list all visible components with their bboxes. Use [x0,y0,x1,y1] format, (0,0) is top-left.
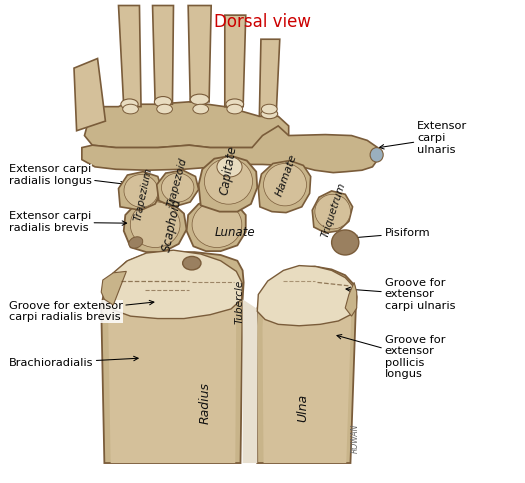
Text: Dorsal view: Dorsal view [214,13,311,31]
Ellipse shape [332,230,359,255]
Text: Radius: Radius [198,382,212,424]
Ellipse shape [370,148,383,162]
Text: Scaphoid: Scaphoid [161,197,184,253]
Ellipse shape [121,99,138,110]
Text: Extensor carpi
radialis brevis: Extensor carpi radialis brevis [8,212,127,233]
Text: Hamate: Hamate [275,153,299,198]
Text: Pisiform: Pisiform [353,228,430,240]
Ellipse shape [129,237,143,248]
Text: Trapezoid: Trapezoid [166,157,189,209]
Polygon shape [262,270,352,463]
Polygon shape [119,5,141,107]
Ellipse shape [157,104,172,114]
Polygon shape [345,283,357,316]
Polygon shape [85,102,289,148]
Text: Groove for
extensor
carpi ulnaris: Groove for extensor carpi ulnaris [346,278,455,311]
Text: Extensor carpi
radialis longus: Extensor carpi radialis longus [8,164,125,186]
Text: ROWAN: ROWAN [351,424,360,453]
Ellipse shape [124,174,158,207]
Text: Groove for
extensor
pollicis
longus: Groove for extensor pollicis longus [337,335,445,380]
Polygon shape [186,199,246,251]
Ellipse shape [261,109,278,119]
Polygon shape [119,171,162,210]
Ellipse shape [192,202,242,247]
Polygon shape [198,156,257,212]
Text: Tubercle: Tubercle [235,280,245,324]
Text: Triquetrum: Triquetrum [320,181,347,239]
Ellipse shape [264,163,307,206]
Polygon shape [225,15,246,107]
Ellipse shape [227,104,243,114]
Polygon shape [312,191,353,233]
Polygon shape [259,39,280,116]
Polygon shape [104,250,243,319]
Ellipse shape [261,104,277,114]
Polygon shape [257,266,356,326]
Ellipse shape [226,99,244,110]
Ellipse shape [123,104,139,114]
Ellipse shape [204,158,253,204]
Ellipse shape [162,173,194,202]
Ellipse shape [130,202,180,247]
Text: Capitate: Capitate [218,144,239,196]
Text: Brachioradialis: Brachioradialis [8,356,138,368]
Text: Ulna: Ulna [296,394,309,422]
Text: Trapezium: Trapezium [133,167,154,222]
Polygon shape [101,252,244,463]
Text: Lunate: Lunate [215,227,256,240]
Text: Extensor
carpi
ulnaris: Extensor carpi ulnaris [380,121,467,155]
Ellipse shape [315,194,351,229]
Polygon shape [108,262,236,463]
Polygon shape [188,5,211,102]
Polygon shape [82,126,377,172]
Ellipse shape [193,104,208,114]
Ellipse shape [190,94,209,105]
Polygon shape [157,170,198,207]
Polygon shape [243,299,257,463]
Polygon shape [124,199,186,252]
Polygon shape [256,267,357,463]
Text: Groove for extensor
carpi radialis brevis: Groove for extensor carpi radialis brevi… [8,300,154,322]
Polygon shape [153,5,173,104]
Polygon shape [101,271,127,305]
Ellipse shape [183,256,201,270]
Polygon shape [74,58,106,131]
Ellipse shape [217,157,242,177]
Ellipse shape [154,97,172,107]
Polygon shape [258,160,311,213]
